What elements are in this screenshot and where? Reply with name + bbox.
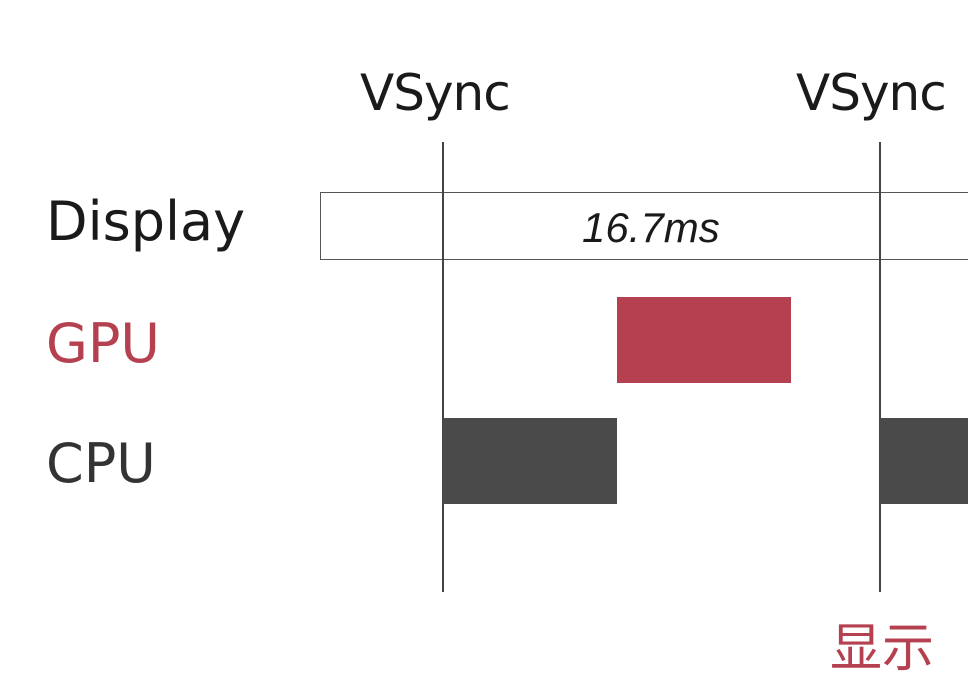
row-label-cpu: CPU — [46, 432, 156, 495]
vsync-line-2 — [879, 142, 881, 592]
vsync-label-2: VSync — [796, 64, 947, 122]
vsync-label-1: VSync — [360, 64, 511, 122]
cpu-work-block-1 — [443, 418, 617, 504]
display-frame-bar — [320, 192, 968, 260]
gpu-work-block — [617, 297, 791, 383]
row-label-gpu: GPU — [46, 312, 160, 375]
display-caption: 显示 — [830, 619, 935, 679]
row-label-display: Display — [46, 190, 246, 253]
vsync-line-1 — [442, 142, 444, 592]
cpu-work-block-2 — [880, 418, 968, 504]
frame-duration-label: 16.7ms — [582, 204, 720, 251]
